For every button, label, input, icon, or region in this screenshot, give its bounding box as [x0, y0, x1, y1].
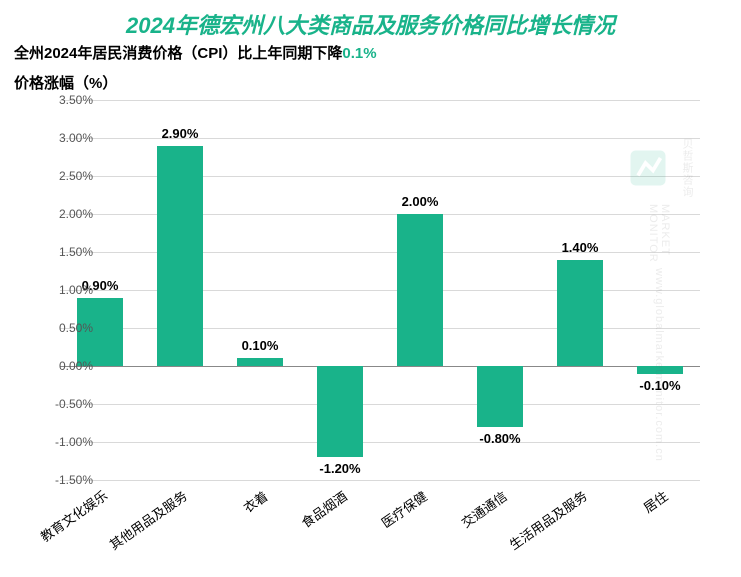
- bar-value-label: -0.10%: [639, 378, 680, 393]
- y-tick-label: 1.00%: [13, 283, 93, 297]
- zero-axis-line: [60, 366, 700, 367]
- bar-value-label: -1.20%: [319, 461, 360, 476]
- y-tick-label: 0.00%: [13, 359, 93, 373]
- x-tick-label: 生活用品及服务: [505, 486, 590, 554]
- bar-value-label: 2.00%: [402, 194, 439, 209]
- x-tick-label: 居住: [639, 486, 671, 516]
- grid-line: [60, 480, 700, 481]
- bar: [157, 146, 203, 366]
- x-tick-label: 交通通信: [457, 486, 511, 531]
- y-tick-label: 2.00%: [13, 207, 93, 221]
- y-tick-label: 3.00%: [13, 131, 93, 145]
- chart-plot-area: 0.90%2.90%0.10%-1.20%2.00%-0.80%1.40%-0.…: [60, 100, 700, 480]
- y-tick-label: -0.50%: [13, 397, 93, 411]
- x-tick-label: 衣着: [239, 486, 271, 516]
- y-tick-label: 3.50%: [13, 93, 93, 107]
- subtitle-value: 0.1%: [342, 45, 376, 62]
- subtitle-text: 全州2024年居民消费价格（CPI）比上年同期下降: [14, 45, 342, 62]
- bar-value-label: -0.80%: [479, 431, 520, 446]
- grid-line: [60, 138, 700, 139]
- bar: [557, 260, 603, 366]
- y-tick-label: -1.50%: [13, 473, 93, 487]
- bar: [637, 366, 683, 374]
- y-tick-label: 2.50%: [13, 169, 93, 183]
- y-tick-label: -1.00%: [13, 435, 93, 449]
- chart-subtitle: 全州2024年居民消费价格（CPI）比上年同期下降0.1%: [14, 42, 377, 63]
- y-tick-label: 1.50%: [13, 245, 93, 259]
- bar-value-label: 1.40%: [562, 240, 599, 255]
- bar: [477, 366, 523, 427]
- bar: [317, 366, 363, 457]
- grid-line: [60, 442, 700, 443]
- y-tick-label: 0.50%: [13, 321, 93, 335]
- bar: [237, 358, 283, 366]
- grid-line: [60, 100, 700, 101]
- y-axis-label: 价格涨幅（%）: [14, 72, 117, 93]
- x-tick-label: 医疗保健: [377, 486, 431, 531]
- x-tick-label: 食品烟酒: [297, 486, 351, 531]
- grid-line: [60, 404, 700, 405]
- x-tick-label: 教育文化娱乐: [36, 486, 111, 546]
- chart-title: 2024年德宏州八大类商品及服务价格同比增长情况: [0, 8, 741, 40]
- x-tick-label: 其他用品及服务: [105, 486, 190, 554]
- bar-value-label: 0.10%: [242, 338, 279, 353]
- bar-value-label: 2.90%: [162, 126, 199, 141]
- bar: [397, 214, 443, 366]
